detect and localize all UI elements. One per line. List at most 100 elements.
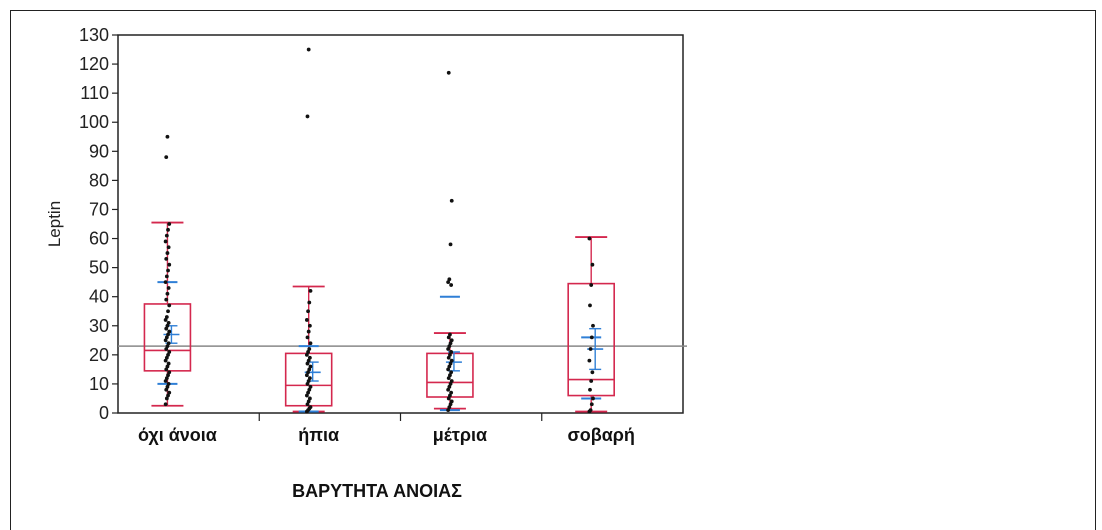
y-tick-label: 90 [89, 141, 109, 161]
y-tick-label: 110 [80, 83, 109, 103]
y-tick-label: 50 [89, 258, 109, 278]
data-point [446, 335, 451, 340]
data-point [164, 355, 169, 360]
data-point [308, 364, 313, 369]
data-point [446, 347, 451, 351]
data-point [589, 402, 594, 407]
data-point [165, 323, 170, 328]
data-point [166, 268, 170, 273]
data-point [446, 355, 451, 360]
data-point [307, 367, 312, 372]
data-point [305, 335, 310, 340]
data-point [308, 288, 313, 293]
data-point [164, 274, 169, 279]
data-point [165, 384, 170, 389]
data-point [448, 382, 453, 386]
y-tick-label: 40 [89, 287, 109, 307]
data-point [589, 335, 594, 340]
plot-area: 0 10 20 30 40 50 60 70 80 90 100 110 120 130 όχι άνοια… [79, 25, 687, 445]
data-point [164, 376, 169, 381]
data-point [308, 341, 313, 346]
data-point [449, 379, 454, 383]
data-point [166, 332, 170, 337]
data-point [304, 318, 309, 322]
data-point [588, 408, 593, 412]
data-point [166, 373, 170, 378]
data-point [166, 352, 170, 357]
data-point [304, 352, 309, 357]
data-point [166, 393, 170, 398]
data-point [167, 262, 172, 267]
data-point [448, 352, 452, 357]
data-point [449, 399, 454, 404]
x-axis-title: ΒΑΡΥΤΗΤΑ ΑΝΟΙΑΣ [292, 481, 462, 501]
data-point [163, 318, 168, 322]
x-tick-label: μέτρια [433, 425, 487, 445]
y-tick-label: 30 [89, 316, 109, 336]
y-tick-label: 60 [89, 229, 109, 249]
data-point [306, 379, 311, 383]
data-point [447, 344, 452, 349]
data-point [308, 384, 313, 389]
x-tick-label: σοβαρή [567, 425, 635, 445]
data-point [306, 399, 311, 404]
y-tick-label: 120 [79, 54, 109, 74]
data-point [449, 338, 454, 343]
y-tick-label: 80 [89, 170, 109, 190]
data-point [305, 114, 310, 119]
data-point [167, 303, 172, 308]
data-point [448, 373, 452, 378]
data-point [307, 376, 312, 381]
data-point [448, 242, 453, 247]
data-point [446, 367, 451, 372]
data-point [304, 373, 309, 378]
data-point [590, 262, 595, 267]
data-point [164, 326, 169, 331]
data-point [166, 227, 170, 232]
y-tick-label: 0 [99, 403, 109, 423]
data-point [448, 402, 453, 407]
data-point [163, 379, 168, 383]
data-point [164, 155, 169, 160]
data-point [164, 387, 169, 392]
data-point [448, 341, 453, 346]
data-point [447, 384, 452, 389]
x-tick-label: ήπια [298, 425, 339, 445]
y-tick-label: 20 [89, 345, 109, 365]
data-point [305, 361, 310, 366]
data-point [306, 329, 311, 334]
data-point [447, 277, 452, 282]
data-point [164, 297, 169, 302]
data-point [164, 335, 169, 340]
y-tick-label: 70 [89, 199, 109, 219]
data-point [163, 239, 168, 244]
data-point [307, 300, 312, 305]
data-point [306, 358, 311, 363]
data-point [449, 198, 454, 203]
data-point [449, 283, 454, 287]
data-point [308, 405, 313, 410]
leptin-boxplot-chart: 0 10 20 30 40 50 60 70 80 90 100 110 120 130 όχι άνοια… [45, 25, 687, 501]
data-point [449, 358, 454, 363]
data-point [163, 280, 168, 285]
data-point [166, 309, 170, 314]
data-point [446, 70, 451, 75]
data-point [166, 320, 171, 325]
data-point [163, 338, 168, 343]
data-point [446, 396, 451, 401]
data-point [164, 347, 169, 351]
data-point [449, 370, 454, 375]
data-point [446, 387, 451, 392]
data-point [591, 323, 595, 328]
data-point [588, 387, 592, 392]
data-point [167, 329, 172, 334]
data-point [166, 341, 171, 346]
data-point [165, 291, 170, 296]
x-tick-label: όχι άνοια [138, 425, 217, 445]
data-point [166, 382, 171, 386]
data-point [306, 47, 311, 52]
data-point [587, 358, 592, 363]
data-point [164, 367, 169, 372]
data-point [449, 390, 454, 395]
data-point [306, 390, 310, 395]
